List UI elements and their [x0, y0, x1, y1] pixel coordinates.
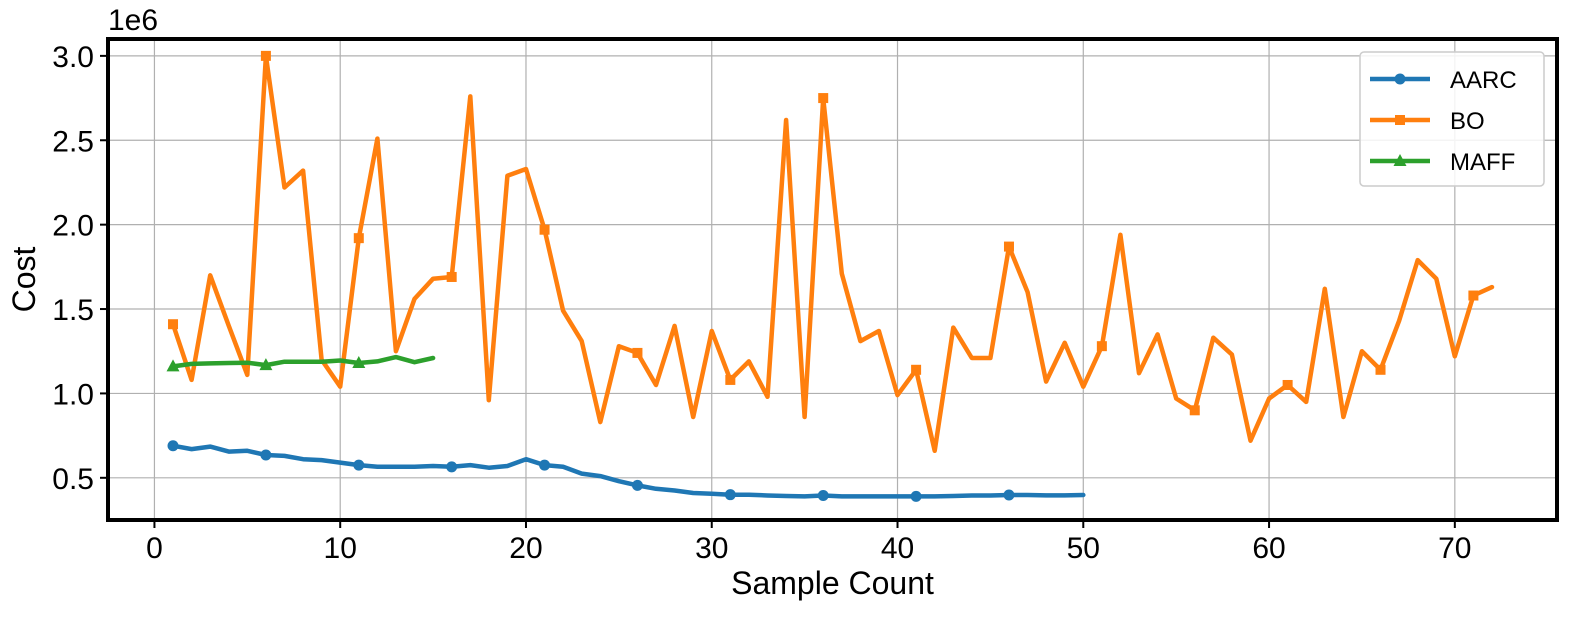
- series-maff: [166, 354, 436, 372]
- data-point-bo: [818, 93, 829, 104]
- y-tick-label: 1.0: [52, 378, 94, 411]
- series-layer: [166, 50, 1495, 502]
- data-point-bo: [260, 50, 271, 61]
- data-point-aarc: [260, 449, 272, 461]
- data-point-bo: [446, 271, 457, 282]
- data-point-bo: [1468, 290, 1479, 301]
- data-point-bo: [1282, 379, 1293, 390]
- x-tick-label: 50: [1067, 532, 1100, 565]
- data-point-bo: [632, 347, 643, 358]
- data-point-aarc: [446, 461, 458, 473]
- plot-frame: [106, 37, 1559, 522]
- x-tick-label: 10: [324, 532, 357, 565]
- legend-label-maff: MAFF: [1450, 149, 1515, 176]
- y-tick-label: 2.5: [52, 125, 94, 158]
- data-point-aarc: [817, 490, 829, 502]
- x-tick-label: 20: [509, 532, 542, 565]
- data-point-bo: [353, 233, 364, 244]
- legend-marker-maff: [1393, 154, 1407, 166]
- x-tick-label: 40: [881, 532, 914, 565]
- data-point-aarc: [539, 459, 551, 471]
- y-tick-label: 3.0: [52, 41, 94, 74]
- data-point-bo: [1003, 241, 1014, 252]
- series-aarc: [167, 440, 1086, 502]
- series-line-maff: [170, 354, 436, 369]
- y-tick-label: 2.0: [52, 210, 94, 243]
- data-point-bo: [1189, 405, 1200, 416]
- x-tick-label: 0: [146, 532, 163, 565]
- data-point-aarc: [353, 459, 365, 471]
- legend-marker-aarc: [1394, 73, 1406, 85]
- series-line-aarc: [170, 443, 1086, 499]
- data-point-bo: [539, 224, 550, 235]
- data-point-aarc: [1003, 489, 1015, 501]
- axis-ticks: 0 10 20 30 40 50 60 70 0.5 1.0 1.5 2.0 2.5 3.0: [52, 41, 1471, 565]
- data-point-bo: [1375, 364, 1386, 375]
- legend-box: [1359, 51, 1545, 187]
- x-tick-label: 30: [695, 532, 728, 565]
- data-point-bo: [168, 319, 179, 330]
- data-point-aarc: [910, 490, 922, 502]
- data-point-bo: [911, 364, 922, 375]
- data-point-bo: [1096, 341, 1107, 352]
- data-point-aarc: [631, 479, 643, 491]
- data-point-maff: [166, 359, 180, 372]
- x-tick-label: 60: [1252, 532, 1285, 565]
- series-bo: [168, 50, 1495, 454]
- legend: AARC BO MAFF: [1359, 51, 1545, 187]
- data-point-maff: [352, 356, 366, 369]
- y-tick-label: 1.5: [52, 294, 94, 327]
- y-offset-text: 1e6: [108, 4, 158, 37]
- data-point-aarc: [724, 489, 736, 501]
- legend-label-aarc: AARC: [1450, 67, 1517, 94]
- data-point-bo: [725, 374, 736, 385]
- data-point-aarc: [167, 440, 179, 452]
- x-axis-label: Sample Count: [731, 565, 934, 601]
- data-point-maff: [259, 358, 273, 371]
- y-tick-label: 0.5: [52, 463, 94, 496]
- legend-label-bo: BO: [1450, 108, 1485, 135]
- series-line-bo: [170, 53, 1495, 454]
- legend-marker-bo: [1395, 115, 1405, 125]
- y-axis-label: Cost: [6, 246, 42, 312]
- x-tick-label: 70: [1438, 532, 1471, 565]
